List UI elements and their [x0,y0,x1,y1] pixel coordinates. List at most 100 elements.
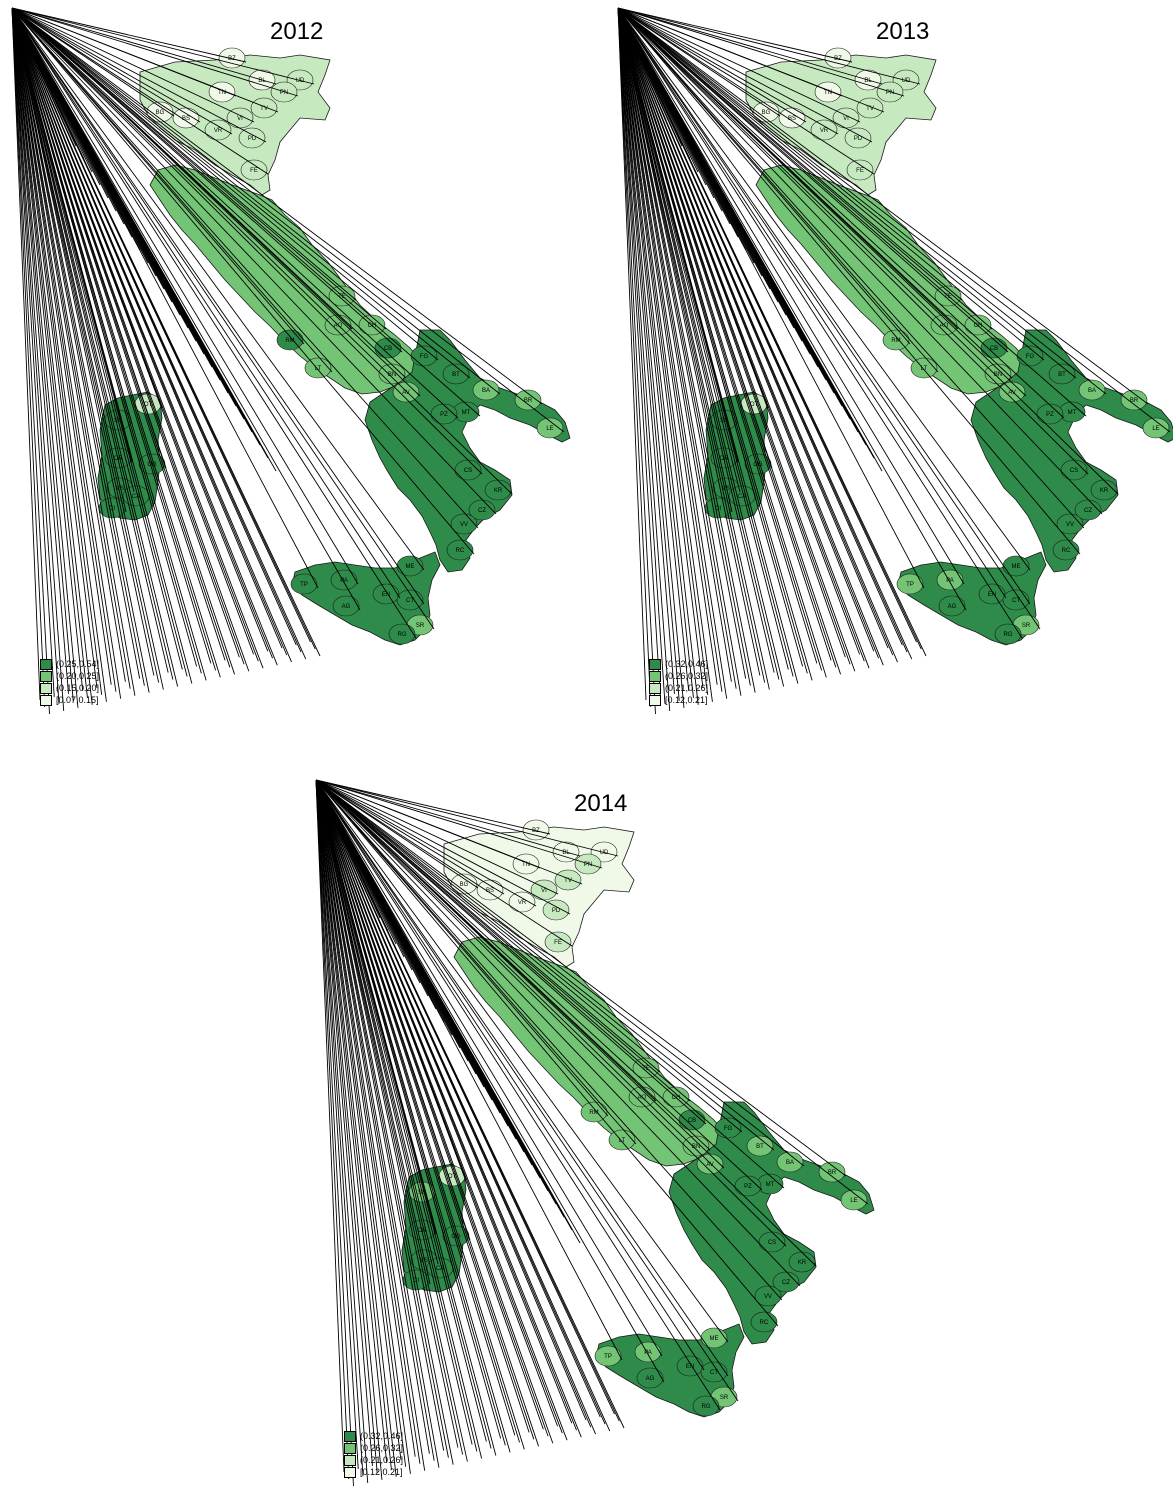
province-label: TP [604,1354,612,1360]
legend-swatch [344,1454,356,1466]
province-label: BL [864,78,872,84]
artifact-line [617,7,1007,599]
artifact-line [315,779,847,1177]
legend-row: [0.07,0.15] [40,694,99,706]
artifact-line [11,7,79,708]
province-label: OT [448,1174,457,1180]
artifact-line [11,7,41,701]
province-fe [846,159,874,181]
legend-label: (0.26,0.32] [665,671,709,681]
artifact-line [315,779,619,857]
artifact-line [617,7,853,63]
province-label: CA [738,494,746,500]
artifact-line [617,7,967,611]
artifact-line [617,7,761,676]
artifact-line [315,779,373,1466]
province-bz [824,47,852,69]
artifact-line [315,779,707,1125]
artifact-line [315,779,454,1465]
province-label: BR [524,398,533,404]
artifact-line [11,7,50,714]
province-label: PN [886,90,894,96]
province-fe [544,931,572,953]
legend-swatch [40,670,52,682]
artifact-line [617,7,1171,433]
province-label: LE [1152,426,1159,432]
artifact-line [11,7,46,708]
legend-label: (0.20,0.25] [56,671,100,681]
legend-row: (0.15,0.20] [40,682,99,694]
artifact-line [11,7,513,495]
artifact-line [11,7,279,113]
artifact-line [617,7,1045,361]
artifact-line [617,7,856,672]
artifact-line [11,7,160,683]
province-label: VR [820,128,829,134]
artifact-line [617,7,885,113]
artifact-line [315,779,359,1469]
province-en [372,583,400,605]
artifact-line [617,7,883,472]
artifact-lines [11,7,565,714]
artifact-line [315,779,378,1473]
legend-label: (0.25,0.54] [56,659,100,669]
province-label: AQ [940,323,949,329]
artifact-line [617,7,965,585]
province-label: VV [764,1294,772,1300]
artifact-line [11,7,407,379]
legend-row: [0.12,0.21] [649,694,708,706]
artifact-line [315,779,721,1411]
province-label: LE [850,1198,857,1204]
artifact-line [617,7,704,688]
province-label: FE [856,168,864,174]
panel-title-2014: 2014 [574,790,628,817]
artifact-line [11,7,131,689]
province-label: RC [456,548,465,554]
province-pz [430,403,458,425]
artifact-line [315,779,364,1476]
province-label: RC [1062,548,1071,554]
province-label: VS [722,486,730,492]
artifact-line [617,7,1031,605]
province-label: KR [494,488,503,494]
province-bn [682,1135,710,1157]
province-label: BR [1130,398,1139,404]
artifact-line [617,7,661,697]
province-pz [734,1175,762,1197]
province-vr [810,119,838,141]
artifact-line [11,7,107,702]
province-label: AG [342,604,351,610]
province-label: EN [988,592,996,598]
province-label: PD [552,908,561,914]
province-tn [512,853,540,875]
province-label: TP [300,582,308,588]
artifact-line [315,779,478,1452]
province-label: BL [562,850,570,856]
province-label: ME [710,1336,719,1342]
legend-row: (0.21,0.26] [649,682,708,694]
legend-row: (0.26,0.32] [344,1442,403,1454]
province-label: BN [994,372,1002,378]
artifact-line [11,7,193,684]
region-sicily [291,551,441,646]
province-label: RM [285,338,294,344]
province-label: BR [828,1170,837,1176]
artifact-line [617,7,685,708]
artifact-line [617,7,1107,395]
province-label: VI [541,888,547,894]
artifact-line [315,779,665,1383]
artifact-line [11,7,126,682]
legend-row: (0.26,0.32] [649,670,708,682]
province-pd [844,127,872,149]
legend-label: (0.32,0.46] [665,659,709,669]
province-label: BA [786,1160,794,1166]
artifact-line [315,779,785,1189]
artifact-line [11,7,479,529]
province-label: CS [1070,468,1078,474]
artifact-line [11,7,481,417]
legend-row: (0.20,0.25] [40,670,99,682]
province-ct [1002,589,1030,611]
artifact-line [617,7,905,97]
artifact-line [617,7,939,373]
province-label: BT [756,1144,764,1150]
